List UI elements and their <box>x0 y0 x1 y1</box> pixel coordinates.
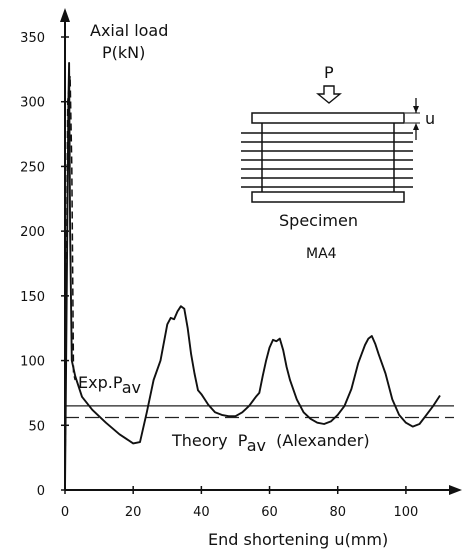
x-axis-arrow <box>449 485 462 495</box>
exp-pav-text: Exp.P <box>78 373 123 392</box>
x-tick-label: 40 <box>193 505 210 520</box>
x-tick-label: 80 <box>329 505 346 520</box>
x-tick-label: 100 <box>393 505 418 520</box>
inset-displacement-label: u <box>425 109 435 128</box>
reference-lines <box>65 405 454 419</box>
x-ticks: 0 20 40 60 80 100 <box>61 486 418 520</box>
y-tick-label: 50 <box>28 419 45 434</box>
theory-pav-text: Theory P <box>171 431 248 450</box>
theory-pav-subscript: av <box>247 436 266 455</box>
y-tick-label: 350 <box>20 31 45 46</box>
u-arrow-bottom <box>413 123 419 130</box>
y-ticks: 0 50 100 150 200 250 300 350 <box>20 31 69 499</box>
y-tick-label: 200 <box>20 225 45 240</box>
exp-pav-subscript: av <box>122 378 141 397</box>
axes <box>60 8 462 495</box>
series-line-dashed <box>64 75 76 491</box>
y-tick-label: 300 <box>20 96 45 111</box>
u-arrow-top <box>413 106 419 113</box>
bottom-plate <box>251 191 405 203</box>
series-line-solid <box>64 61 441 491</box>
specimen-diagram: P u Specimen MA4 <box>241 63 435 262</box>
x-tick-label: 60 <box>261 505 278 520</box>
specimen-label: Specimen <box>279 211 358 230</box>
inset-force-label: P <box>324 63 334 82</box>
y-axis-title-line1: Axial load <box>90 21 168 40</box>
y-axis-arrow <box>60 8 70 22</box>
x-tick-label: 20 <box>125 505 142 520</box>
y-tick-label: 150 <box>20 290 45 305</box>
theory-pav-suffix: (Alexander) <box>266 431 370 450</box>
top-plate <box>251 112 405 124</box>
specimen-layers <box>241 132 413 188</box>
y-tick-label: 0 <box>37 484 45 499</box>
y-axis-title-line2: P(kN) <box>102 43 145 62</box>
exp-pav-label: Exp.Pav <box>78 373 141 397</box>
down-arrow-icon <box>316 85 342 104</box>
x-tick-label: 0 <box>61 505 69 520</box>
specimen-id: MA4 <box>306 246 337 262</box>
y-tick-label: 250 <box>20 160 45 175</box>
data-series <box>64 61 441 491</box>
theory-pav-label: Theory Pav (Alexander) <box>171 431 370 455</box>
x-axis-title: End shortening u(mm) <box>208 530 388 549</box>
y-tick-label: 100 <box>20 355 45 370</box>
